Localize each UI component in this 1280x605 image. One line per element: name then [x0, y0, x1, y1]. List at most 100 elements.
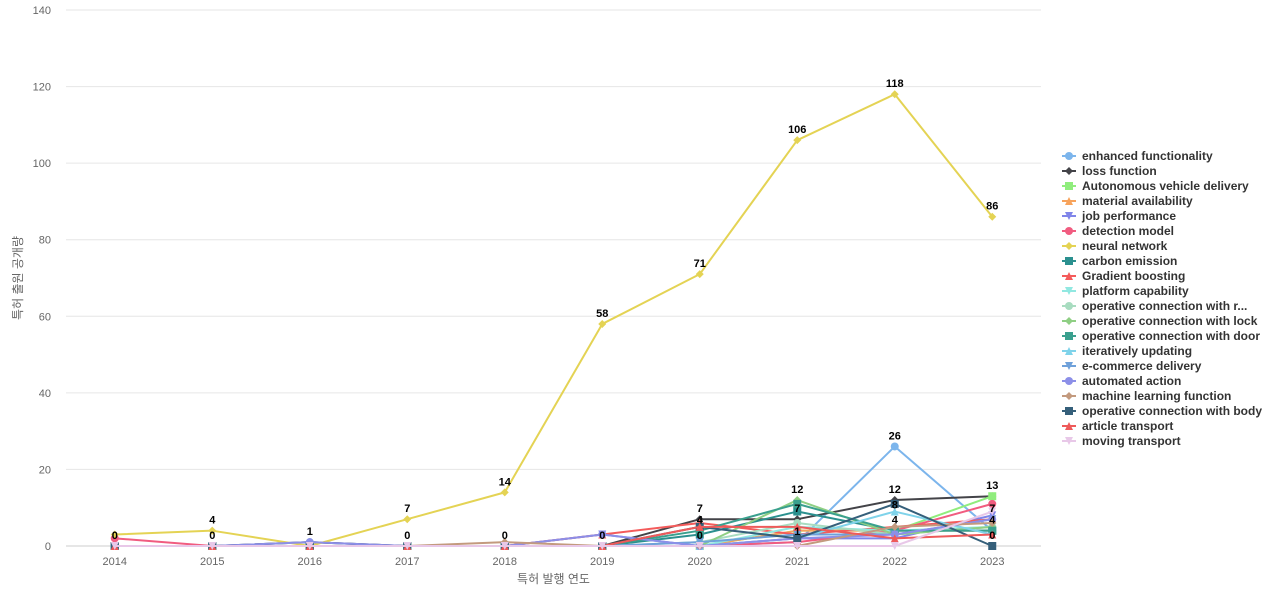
x-axis-title: 특허 발행 연도	[517, 571, 590, 586]
legend-label: platform capability	[1082, 284, 1189, 298]
data-point	[500, 542, 509, 550]
legend-item[interactable]: material availability	[1062, 194, 1193, 208]
data-label: 0	[989, 530, 995, 542]
legend-label: Autonomous vehicle delivery	[1082, 179, 1249, 193]
y-tick-label: 100	[33, 158, 51, 170]
legend-item[interactable]: moving transport	[1062, 434, 1181, 448]
series-moving-transport	[110, 507, 997, 550]
legend-label: enhanced functionality	[1082, 149, 1213, 163]
x-tick-label: 2018	[493, 556, 517, 568]
data-point	[208, 542, 217, 550]
legend-item[interactable]: enhanced functionality	[1062, 149, 1213, 163]
x-tick-label: 2017	[395, 556, 419, 568]
grid-lines	[66, 9, 1041, 547]
data-point	[208, 526, 217, 535]
legend-label: operative connection with r...	[1082, 299, 1247, 313]
data-label: 7	[989, 503, 995, 515]
data-label: 4	[209, 515, 216, 527]
legend-label: detection model	[1082, 224, 1174, 238]
legend-item[interactable]: neural network	[1062, 239, 1168, 253]
legend-item[interactable]: article transport	[1062, 419, 1173, 433]
data-point	[793, 507, 802, 516]
data-point	[988, 542, 997, 550]
data-point	[598, 530, 607, 539]
legend-label: operative connection with lock	[1082, 314, 1258, 328]
legend-marker-icon	[1065, 302, 1073, 310]
data-point	[890, 90, 899, 99]
legend-item[interactable]: operative connection with body	[1062, 404, 1262, 418]
legend-marker-icon	[1065, 437, 1073, 445]
data-label: 0	[112, 530, 118, 542]
data-label: 14	[499, 476, 512, 488]
legend-item[interactable]: Autonomous vehicle delivery	[1062, 179, 1249, 193]
legend-label: automated action	[1082, 374, 1181, 388]
legend-label: article transport	[1082, 419, 1173, 433]
data-label: 12	[889, 484, 901, 496]
x-tick-label: 2014	[103, 556, 127, 568]
data-label: 0	[697, 530, 703, 542]
y-tick-label: 40	[39, 388, 51, 400]
data-point	[890, 499, 899, 508]
legend-item[interactable]: carbon emission	[1062, 254, 1177, 268]
legend-label: moving transport	[1082, 434, 1181, 448]
legend-label: Gradient boosting	[1082, 269, 1185, 283]
series-line	[113, 510, 994, 547]
data-label: 7	[404, 503, 410, 515]
legend-marker-icon	[1065, 167, 1073, 175]
legend-item[interactable]: operative connection with lock	[1062, 314, 1258, 328]
legend-item[interactable]: machine learning function	[1062, 389, 1231, 403]
x-tick-label: 2020	[688, 556, 712, 568]
x-tick-label: 2022	[883, 556, 907, 568]
x-axis-ticks: 2014 2015 2016 2017 2018 2019 2020 2021 2022 2023	[103, 556, 1005, 568]
legend-item[interactable]: e-commerce delivery	[1062, 359, 1202, 373]
legend-item[interactable]: operative connection with r...	[1062, 299, 1247, 313]
legend-item[interactable]: platform capability	[1062, 284, 1189, 298]
data-label: 1	[307, 526, 313, 538]
legend-item[interactable]: iteratively updating	[1062, 344, 1192, 358]
legend-marker-icon	[1065, 152, 1073, 160]
data-point	[988, 530, 997, 539]
legend-label: job performance	[1081, 209, 1176, 223]
legend-label: loss function	[1082, 164, 1157, 178]
data-point	[988, 519, 997, 528]
data-point	[890, 507, 899, 516]
legend-marker-icon	[1065, 362, 1073, 370]
data-label: 4	[892, 515, 899, 527]
y-tick-label: 60	[39, 311, 51, 323]
legend-label: operative connection with body	[1082, 404, 1262, 418]
legend-label: operative connection with door	[1082, 329, 1260, 343]
legend-marker-icon	[1065, 317, 1073, 325]
legend-marker-icon	[1065, 197, 1073, 205]
legend-marker-icon	[1065, 257, 1073, 265]
legend-item[interactable]: detection model	[1062, 224, 1174, 238]
x-tick-label: 2015	[200, 556, 224, 568]
legend-item[interactable]: loss function	[1062, 164, 1157, 178]
data-label: 4	[989, 515, 996, 527]
data-label: 7	[697, 503, 703, 515]
legend-marker-icon	[1065, 347, 1073, 355]
data-point	[403, 515, 412, 524]
legend-item[interactable]: Gradient boosting	[1062, 269, 1185, 283]
legend-item[interactable]: job performance	[1062, 209, 1176, 223]
data-label: 118	[886, 78, 904, 90]
data-point	[793, 136, 802, 145]
data-point	[793, 522, 802, 531]
y-tick-label: 0	[45, 541, 51, 553]
data-point	[793, 542, 802, 550]
legend-item[interactable]: automated action	[1062, 374, 1181, 388]
x-tick-label: 2021	[785, 556, 809, 568]
legend-marker-icon	[1065, 287, 1073, 295]
legend-marker-icon	[1065, 407, 1073, 415]
legend-item[interactable]: operative connection with door	[1062, 329, 1260, 343]
y-axis-title: 특허 출원 공개량	[11, 236, 25, 320]
legend-marker-icon	[1065, 422, 1073, 430]
data-point	[598, 319, 607, 328]
data-point	[403, 542, 412, 550]
legend-label: machine learning function	[1082, 389, 1231, 403]
legend-marker-icon	[1065, 272, 1073, 280]
y-axis-ticks: 0 20 40 60 80 100 120 140	[33, 5, 51, 553]
y-tick-label: 20	[39, 464, 51, 476]
legend-marker-icon	[1065, 377, 1073, 385]
